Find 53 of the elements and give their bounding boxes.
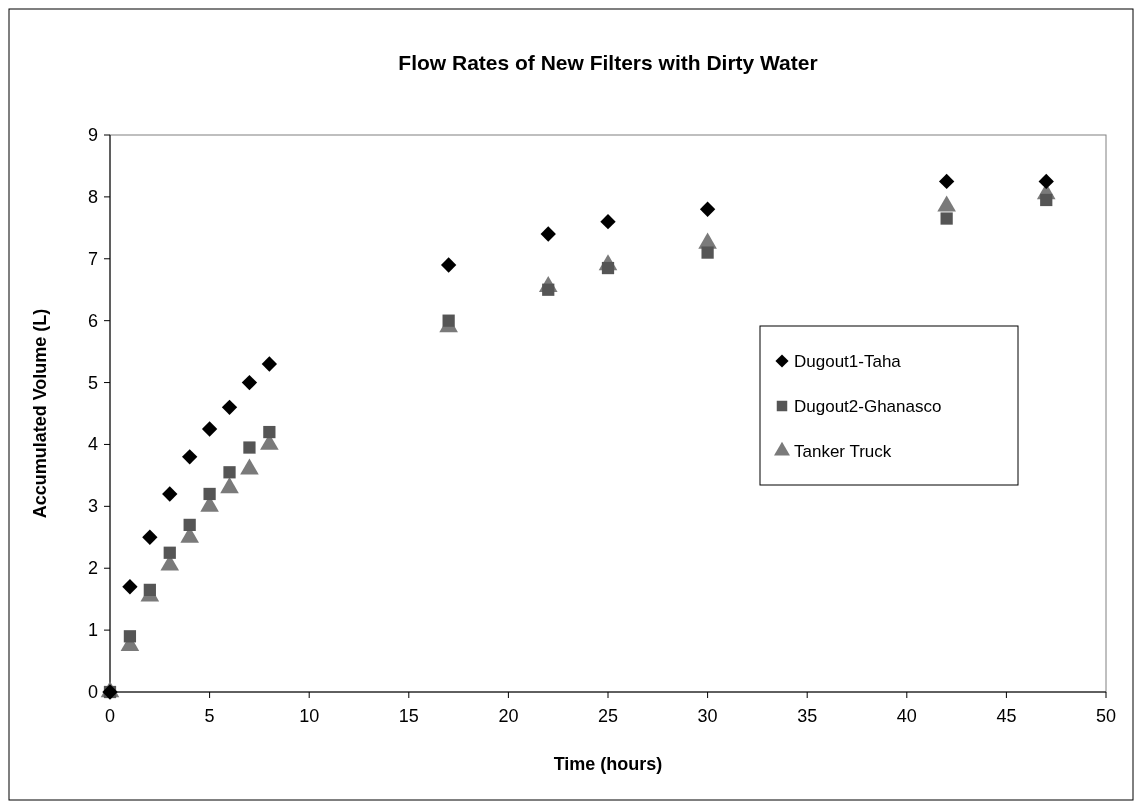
point	[701, 246, 714, 259]
point	[699, 201, 716, 217]
y-tick-label: 3	[87, 496, 98, 517]
point	[261, 356, 278, 372]
x-tick-label: 35	[797, 706, 818, 726]
x-tick-label: 20	[498, 706, 519, 726]
point	[540, 226, 556, 242]
chart-title: Flow Rates of New Filters with Dirty Water	[398, 51, 818, 74]
point	[442, 314, 455, 327]
y-tick-label: 7	[87, 248, 98, 269]
point	[600, 213, 616, 230]
point	[203, 487, 216, 501]
point	[142, 529, 158, 545]
x-tick-label: 15	[398, 706, 419, 726]
legend-label: Dugout2-Ghanasco	[794, 397, 942, 416]
point	[440, 257, 457, 273]
x-tick-label: 40	[896, 706, 917, 726]
point	[1040, 193, 1053, 207]
y-tick-label: 6	[87, 310, 98, 331]
y-tick-label: 5	[87, 372, 98, 393]
y-tick-label: 2	[87, 558, 98, 579]
y-tick-label: 1	[87, 620, 98, 641]
x-tick-label: 45	[996, 706, 1017, 726]
x-tick-label: 10	[299, 706, 320, 726]
point	[243, 441, 256, 454]
x-tick-label: 25	[597, 706, 619, 726]
x-tick-label: 30	[697, 706, 718, 726]
point	[122, 579, 138, 595]
point	[163, 546, 176, 559]
point	[182, 449, 198, 465]
point	[183, 518, 196, 532]
point	[241, 374, 258, 391]
point	[263, 425, 276, 439]
point	[162, 486, 178, 502]
x-tick-label: 5	[204, 706, 215, 726]
legend-label: Tanker Truck	[794, 442, 892, 461]
point	[221, 399, 238, 415]
point	[223, 466, 236, 479]
point	[938, 173, 955, 190]
point	[201, 421, 218, 437]
x-tick-label: 50	[1095, 706, 1117, 726]
y-tick-label: 9	[87, 125, 98, 145]
point	[1038, 173, 1054, 190]
point	[143, 583, 156, 597]
y-tick-label: 4	[87, 434, 98, 455]
point	[940, 212, 953, 225]
y-tick-label: 8	[87, 186, 98, 207]
x-tick-label: 0	[104, 706, 116, 726]
point	[123, 630, 137, 643]
y-tick-label: 0	[87, 682, 98, 702]
legend-label: Dugout1-Taha	[794, 352, 902, 371]
y-axis-title: Accumulated Volume (L)	[30, 308, 50, 519]
x-axis-title: Time (hours)	[553, 754, 663, 774]
